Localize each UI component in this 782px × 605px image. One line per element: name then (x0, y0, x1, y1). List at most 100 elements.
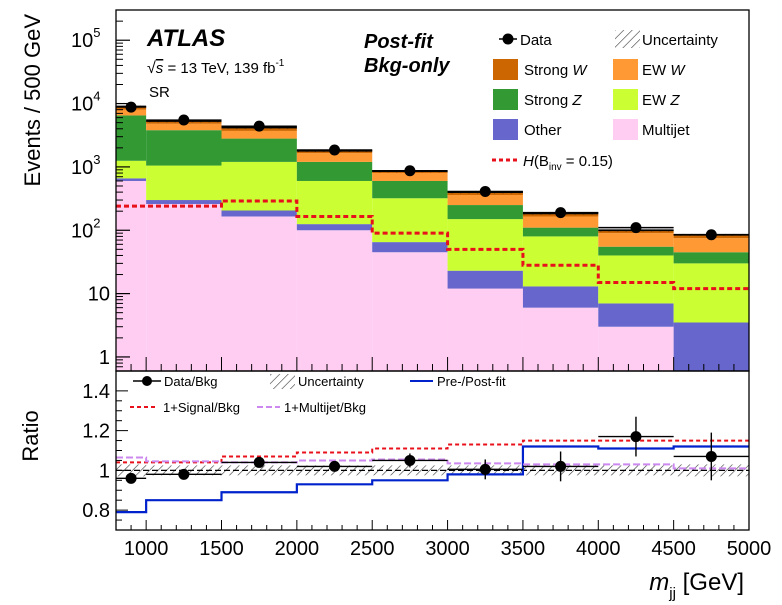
prepost-line (116, 445, 749, 514)
ratio-point-0 (125, 472, 137, 484)
bar-strong_z-6 (522, 227, 599, 237)
bar-ew_z-2 (221, 161, 297, 211)
main-panel: 1 10 102 103 104 105 Events / 500 GeV ATLAS √… (20, 9, 750, 372)
legend-ew-w-label: EW W (642, 62, 686, 79)
ratio-ytick-label-3: 1.4 (82, 381, 110, 403)
main-y-axis-label: Events / 500 GeV (20, 14, 45, 187)
ratio-legend: Data/Bkg Uncertainty Pre-/Post-fit 1+Sig… (130, 374, 506, 415)
bar-ew_z-7 (598, 255, 674, 304)
bar-strong_z-5 (447, 205, 523, 220)
energy-text: = 13 TeV, 139 fb (163, 60, 275, 77)
bar-strong_z-3 (296, 161, 373, 181)
bar-multijet-5 (447, 288, 523, 371)
energy-s: s (156, 60, 164, 77)
ratio-panel-frame (115, 370, 750, 531)
ratio-uncertainty-7 (598, 465, 674, 476)
legend-ew-w: EW W (613, 59, 686, 80)
main-ytick-label-0: 1 (99, 347, 110, 369)
legend-ew-z-label: EW Z (642, 92, 680, 109)
energy-lumi-label: √s = 13 TeV, 139 fb-1 (147, 58, 285, 77)
bar-multijet-2 (221, 216, 297, 371)
data-point-2 (253, 120, 265, 132)
signal-line (116, 199, 749, 291)
ratio-point-3 (329, 460, 341, 472)
ratio-panel: 0.8 1 1.2 1.4 1000 1500 2000 2500 3000 3500 4000 4… (18, 370, 772, 602)
legend-prepost-label: Pre-/Post-fit (437, 374, 506, 389)
x-tick-label-7: 4500 (651, 538, 696, 560)
x-tick-label-0: 1000 (124, 538, 169, 560)
legend-ratio-uncertainty-label: Uncertainty (298, 374, 364, 389)
legend-uncertainty-label: Uncertainty (642, 32, 718, 49)
legend-signal: H(Binv = 0.15) (492, 153, 613, 173)
legend-strong-z: Strong Z (493, 89, 582, 110)
bar-multijet-6 (522, 307, 599, 371)
ratio-point-2 (253, 456, 265, 468)
x-tick-label-2: 2000 (275, 538, 320, 560)
bar-ew_z-0 (116, 160, 147, 179)
bar-other-5 (447, 270, 523, 289)
bar-ew_w-4 (372, 173, 448, 181)
ratio-data-points (116, 416, 749, 484)
data-point-7 (630, 222, 642, 234)
fit-label-line1: Post-fit (364, 31, 434, 53)
data-point-5 (479, 185, 491, 197)
legend-strong-z-label: Strong Z (524, 92, 582, 109)
bar-multijet-4 (372, 252, 448, 371)
data-point-0 (125, 101, 137, 113)
bar-other-3 (296, 224, 373, 231)
legend-data-label: Data (520, 32, 552, 49)
main-ytick-label-1: 10 (88, 284, 110, 306)
ratio-uncertainty-2 (221, 465, 297, 476)
ratio-lines (116, 439, 749, 514)
fit-label-line2: Bkg-only (364, 55, 450, 77)
x-tick-label-4: 3000 (425, 538, 470, 560)
legend-other: Other (493, 119, 562, 140)
bar-ew_w-7 (598, 233, 674, 247)
legend-ratio-uncertainty: Uncertainty (270, 374, 364, 389)
bar-ew_w-6 (522, 216, 599, 228)
ratio-point-4 (404, 454, 416, 466)
ratio-point-8 (705, 450, 717, 462)
region-label: SR (149, 84, 170, 101)
legend-signal-bkg-label: 1+Signal/Bkg (163, 400, 240, 415)
bar-ew_z-8 (673, 263, 749, 323)
ratio-point-5 (479, 463, 491, 475)
signal-bkg-line (116, 439, 749, 464)
legend-multijet-bkg-label: 1+Multijet/Bkg (284, 400, 366, 415)
bar-ew_w-3 (296, 153, 373, 162)
main-data-points (116, 101, 749, 241)
x-tick-label-3: 2500 (350, 538, 395, 560)
bar-strong_z-1 (146, 130, 222, 166)
legend-multijet-bkg: 1+Multijet/Bkg (257, 400, 366, 415)
atlas-label: ATLAS (146, 25, 225, 52)
main-ytick-label-2: 102 (71, 215, 100, 242)
bar-other-8 (673, 322, 749, 371)
data-point-1 (178, 114, 190, 126)
main-y-axis: 1 10 102 103 104 105 (71, 20, 130, 372)
x-tick-label-8: 5000 (727, 538, 772, 560)
bar-strong_z-7 (598, 246, 674, 256)
bar-ew_z-5 (447, 219, 523, 271)
legend-signal-label: H(Binv = 0.15) (523, 153, 613, 173)
ratio-point-1 (178, 468, 190, 480)
multijet-bkg-line (116, 456, 749, 470)
legend-multijet: Multijet (613, 119, 690, 140)
legend-multijet-label: Multijet (642, 122, 690, 139)
bar-ew_z-1 (146, 165, 222, 201)
bar-other-2 (221, 210, 297, 217)
stacked-histogram (116, 106, 749, 371)
ratio-y-axis: 0.8 1 1.2 1.4 (82, 381, 128, 522)
bar-other-0 (116, 178, 147, 181)
bar-multijet-1 (146, 203, 222, 371)
bar-multijet-0 (116, 180, 147, 371)
main-legend: Data Uncertainty Strong W EW W Strong Z … (492, 30, 718, 173)
legend-prepost: Pre-/Post-fit (410, 374, 506, 389)
ratio-ytick-label-1: 1 (99, 460, 110, 482)
sqrt-symbol: √ (147, 60, 156, 77)
main-ytick-label-5: 105 (71, 25, 100, 52)
main-ytick-label-3: 103 (71, 152, 100, 179)
ratio-uncertainty-0 (116, 464, 147, 477)
bar-ew_z-6 (522, 236, 599, 287)
data-point-6 (555, 207, 567, 219)
